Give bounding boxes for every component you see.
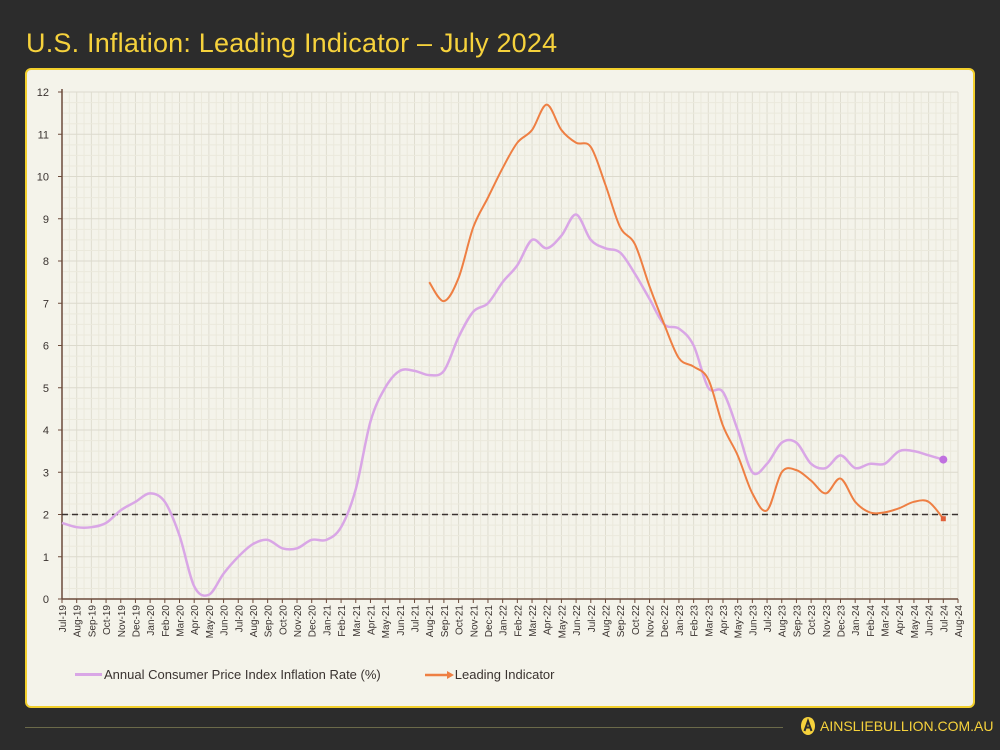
- x-tick-label: Jun-21: [396, 605, 407, 636]
- y-tick-label: 11: [38, 129, 49, 141]
- x-tick-label: Feb-23: [690, 605, 701, 637]
- x-tick-label: Oct-19: [102, 605, 113, 635]
- x-tick-label: Sep-22: [616, 605, 627, 638]
- x-tick-label: Mar-20: [176, 605, 187, 637]
- x-tick-label: Aug-21: [425, 605, 436, 638]
- x-tick-label: Dec-22: [660, 605, 671, 638]
- y-tick-label: 3: [43, 467, 49, 479]
- x-tick-label: Jul-19: [58, 605, 69, 633]
- x-tick-label: Oct-23: [807, 605, 818, 635]
- brand-url: AINSLIEBULLION.COM.AU: [820, 718, 994, 734]
- x-tick-label: May-23: [734, 605, 745, 639]
- x-tick-label: Nov-19: [117, 605, 128, 638]
- series-marks: [61, 103, 958, 597]
- x-tick-label: Dec-23: [836, 605, 847, 638]
- y-tick-label: 9: [43, 214, 49, 226]
- x-tick-label: Mar-23: [704, 605, 715, 637]
- y-tick-label: 0: [43, 594, 49, 606]
- legend-label-cpi: Annual Consumer Price Index Inflation Ra…: [104, 667, 381, 682]
- x-tick-label: May-20: [205, 605, 216, 639]
- x-tick-label: Mar-22: [528, 605, 539, 637]
- x-tick-label: Sep-20: [264, 605, 275, 638]
- x-tick-label: Jan-20: [146, 605, 157, 636]
- x-tick-label: Sep-23: [792, 605, 803, 638]
- x-tick-label: Apr-23: [719, 605, 730, 635]
- x-tick-label: Feb-24: [866, 605, 877, 637]
- x-tick-label: Mar-24: [881, 605, 892, 637]
- cpi-end-point: [939, 455, 948, 464]
- legend: Annual Consumer Price Index Inflation Ra…: [75, 667, 599, 682]
- x-tick-label: Jan-23: [675, 605, 686, 636]
- x-tick-label: Aug-22: [601, 605, 612, 638]
- x-tick-label: Aug-24: [954, 605, 965, 638]
- x-tick-label: May-24: [910, 605, 921, 639]
- cpi-line: [61, 213, 944, 597]
- y-tick-label: 10: [37, 172, 49, 184]
- x-tick-label: Apr-21: [366, 605, 377, 635]
- x-tick-label: Jul-23: [763, 605, 774, 633]
- x-tick-label: Jun-23: [748, 605, 759, 636]
- y-tick-label: 8: [43, 256, 49, 268]
- y-tick-label: 4: [43, 425, 49, 437]
- x-tick-label: Dec-20: [308, 605, 319, 638]
- x-tick-label: Apr-20: [190, 605, 201, 635]
- page-title: U.S. Inflation: Leading Indicator – July…: [26, 28, 558, 58]
- x-tick-label: Jul-24: [939, 605, 950, 633]
- x-tick-label: Dec-19: [131, 605, 142, 638]
- x-tick-label: Feb-21: [337, 605, 348, 637]
- y-tick-label: 2: [43, 510, 49, 522]
- x-tick-label: Feb-20: [161, 605, 172, 637]
- x-tick-label: Jul-21: [411, 605, 422, 633]
- x-tick-label: Nov-20: [293, 605, 304, 638]
- x-tick-label: Oct-22: [631, 605, 642, 635]
- x-tick-label: Jun-20: [220, 605, 231, 636]
- y-tick-label: 1: [43, 552, 49, 564]
- x-tick-label: Nov-23: [822, 605, 833, 638]
- x-tick-label: Jan-22: [499, 605, 510, 636]
- x-tick-label: Nov-22: [646, 605, 657, 638]
- grid: [61, 91, 959, 600]
- legend-label-leading: Leading Indicator: [454, 667, 555, 682]
- x-tick-label: Aug-20: [249, 605, 260, 638]
- arrow-swatch-icon: [424, 670, 454, 679]
- x-tick-label: Aug-19: [73, 605, 84, 638]
- y-tick-label: 12: [37, 87, 49, 99]
- x-tick-label: Nov-21: [469, 605, 480, 638]
- x-tick-label: Oct-21: [455, 605, 466, 635]
- x-tick-label: Jan-24: [851, 605, 862, 636]
- x-tick-label: Jun-24: [925, 605, 936, 636]
- x-tick-label: Jul-22: [587, 605, 598, 633]
- y-tick-label: 6: [43, 341, 49, 353]
- x-tick-label: Dec-21: [484, 605, 495, 638]
- y-tick-label: 5: [43, 383, 49, 395]
- cpi-swatch: [75, 673, 102, 676]
- x-tick-label: Jan-21: [322, 605, 333, 636]
- x-tick-label: Aug-23: [778, 605, 789, 638]
- leading-indicator-line: [428, 103, 945, 520]
- x-tick-label: Sep-19: [87, 605, 98, 638]
- y-tick-label: 7: [43, 298, 49, 310]
- brand[interactable]: AINSLIEBULLION.COM.AU: [800, 717, 994, 735]
- x-tick-label: Apr-22: [543, 605, 554, 635]
- ainslie-logo-icon: [801, 717, 815, 735]
- x-tick-label: Jun-22: [572, 605, 583, 636]
- x-tick-label: Feb-22: [513, 605, 524, 637]
- legend-item-leading: Leading Indicator: [424, 667, 555, 682]
- footer-divider: [25, 727, 783, 728]
- x-tick-label: Mar-21: [352, 605, 363, 637]
- leading-end-point: [940, 516, 946, 522]
- x-tick-label: May-22: [557, 605, 568, 639]
- x-tick-label: Apr-24: [895, 605, 906, 635]
- legend-item-cpi: Annual Consumer Price Index Inflation Ra…: [75, 667, 381, 682]
- x-tick-label: Sep-21: [440, 605, 451, 638]
- x-tick-label: Jul-20: [234, 605, 245, 633]
- x-tick-label: Oct-20: [278, 605, 289, 635]
- x-tick-label: May-21: [381, 605, 392, 639]
